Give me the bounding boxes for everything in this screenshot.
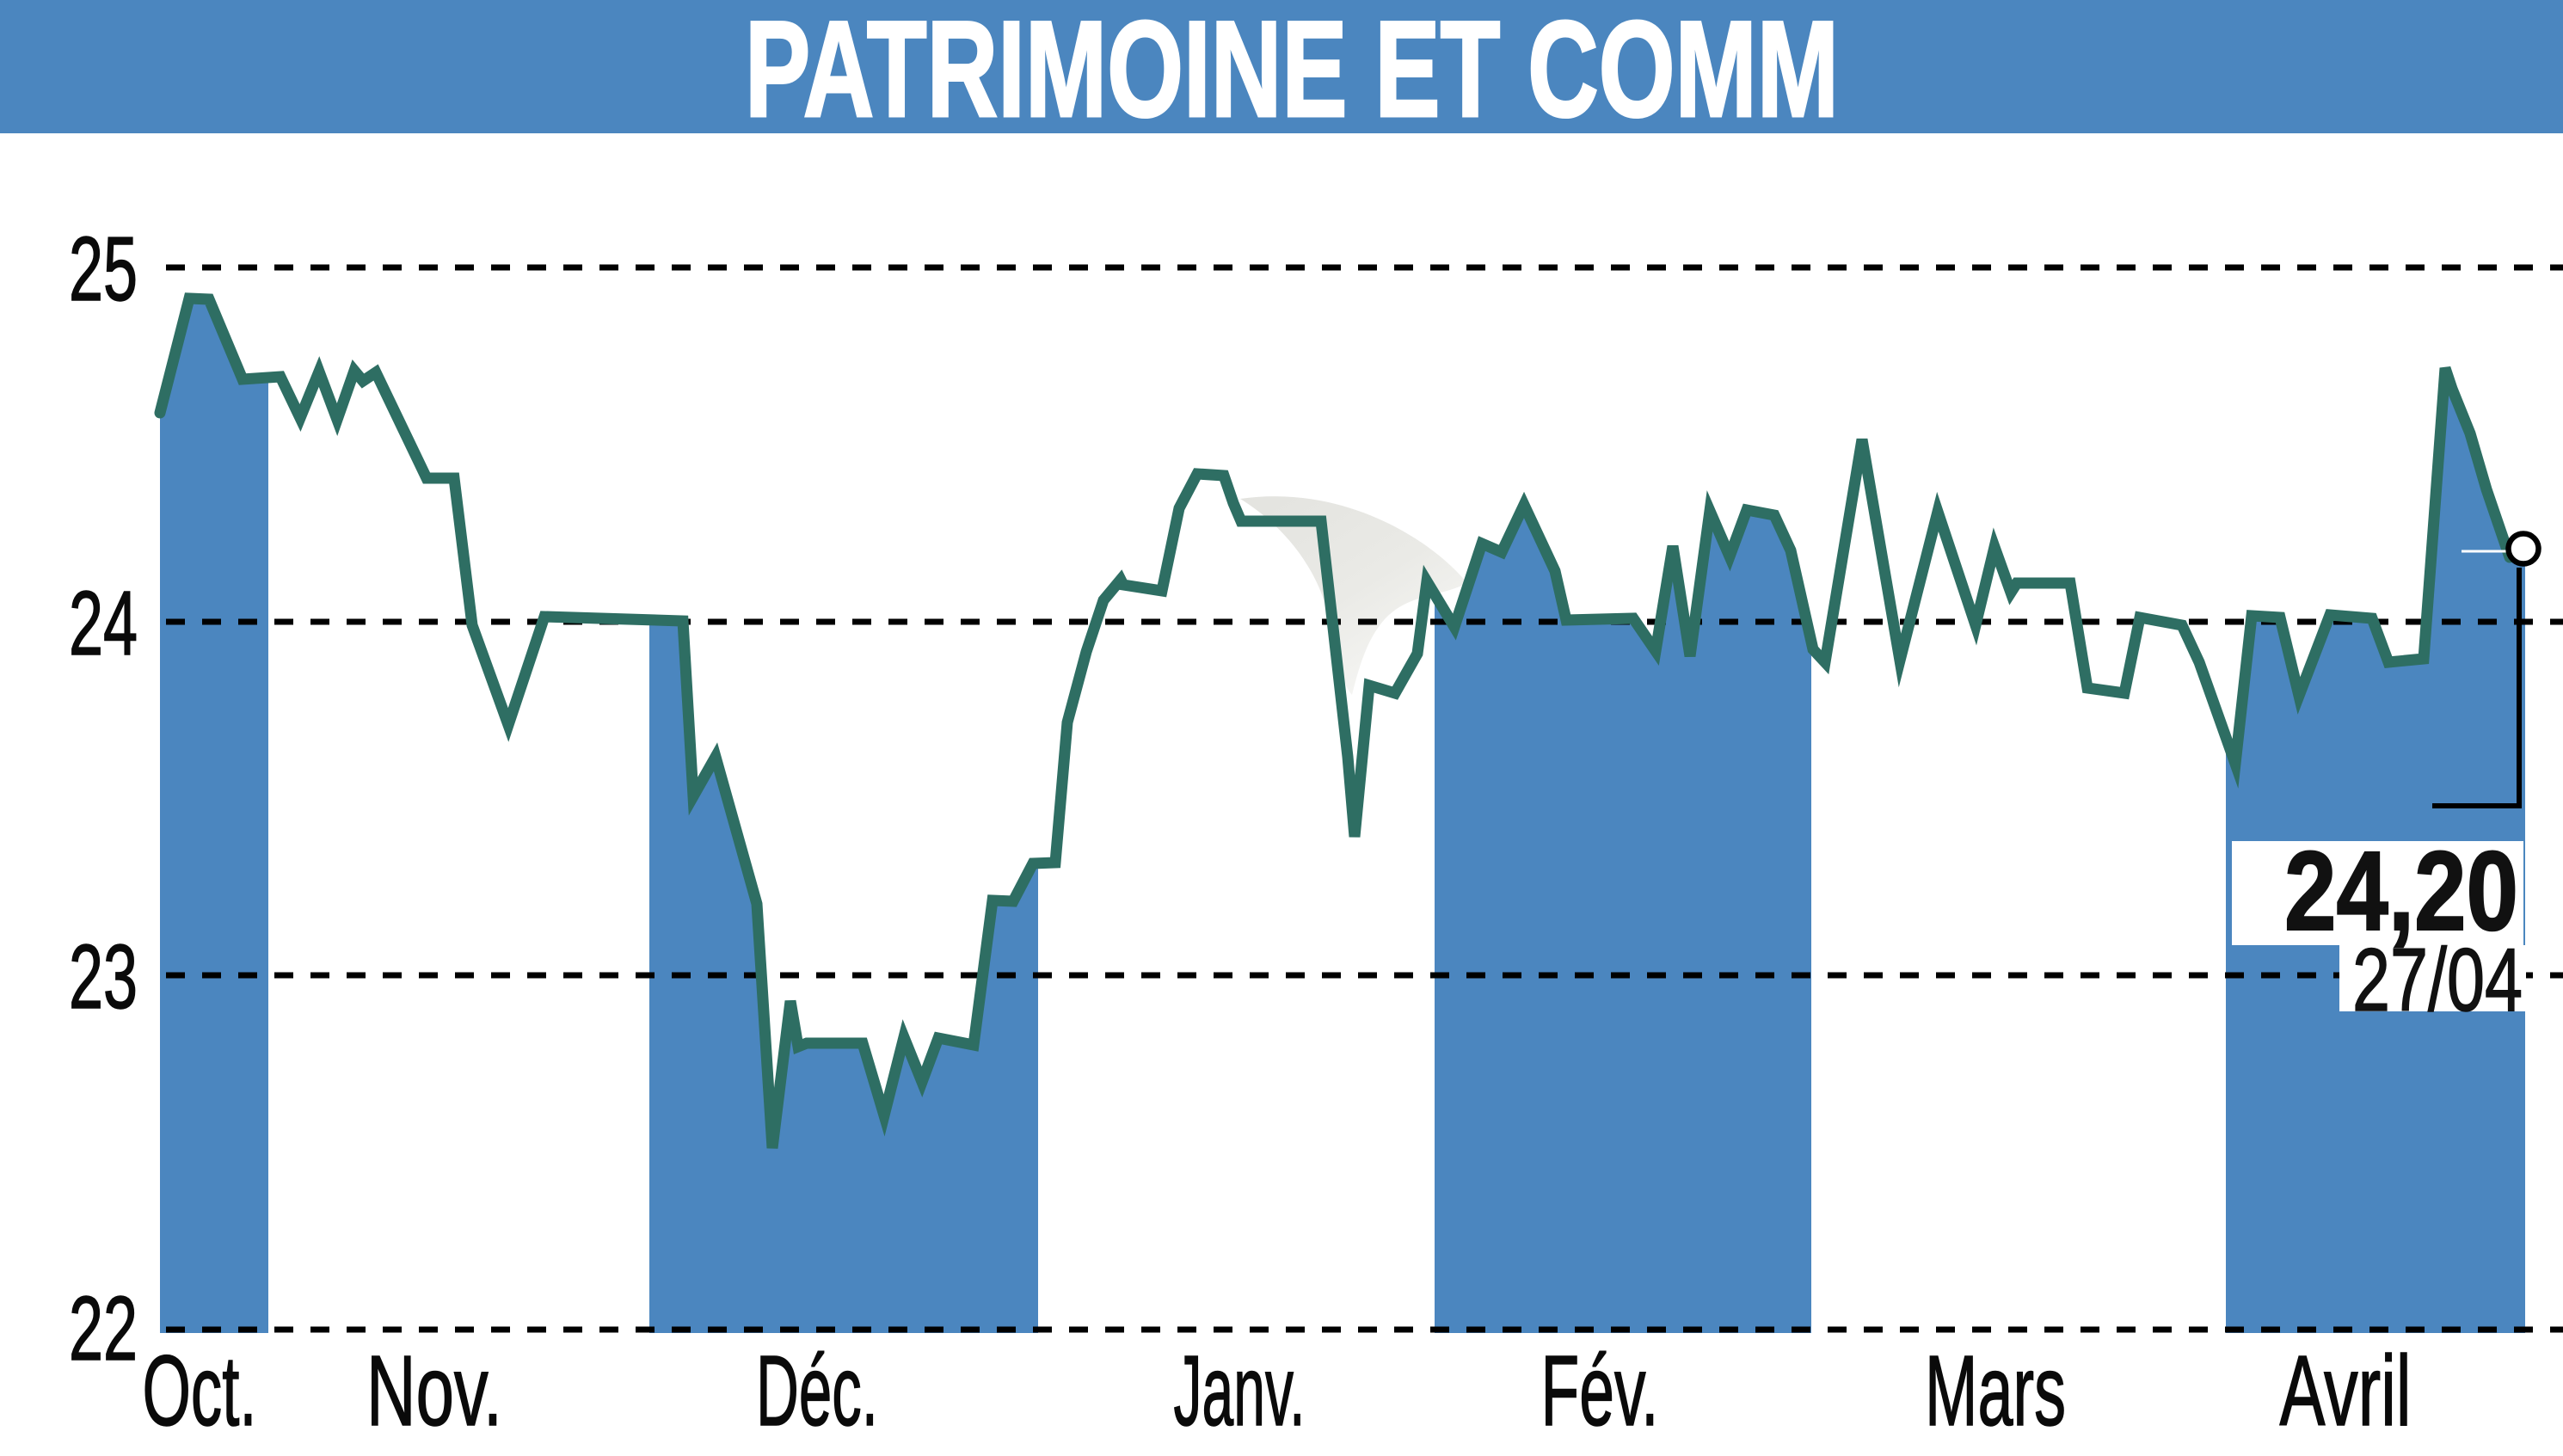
svg-text:Mars: Mars [1925, 1335, 2066, 1447]
svg-text:Nov.: Nov. [366, 1335, 502, 1447]
svg-text:Janv.: Janv. [1174, 1335, 1306, 1447]
svg-text:Oct.: Oct. [143, 1335, 257, 1447]
svg-text:PATRIMOINE ET COMM: PATRIMOINE ET COMM [745, 0, 1839, 145]
svg-text:24: 24 [69, 573, 138, 674]
svg-text:Avril: Avril [2280, 1335, 2412, 1447]
svg-text:25: 25 [69, 218, 138, 320]
svg-text:Déc.: Déc. [756, 1335, 878, 1447]
svg-text:22: 22 [69, 1278, 138, 1379]
svg-text:Fév.: Fév. [1541, 1335, 1659, 1447]
svg-text:27/04: 27/04 [2352, 931, 2523, 1030]
svg-text:24,20: 24,20 [2284, 827, 2518, 954]
svg-text:23: 23 [69, 926, 138, 1028]
